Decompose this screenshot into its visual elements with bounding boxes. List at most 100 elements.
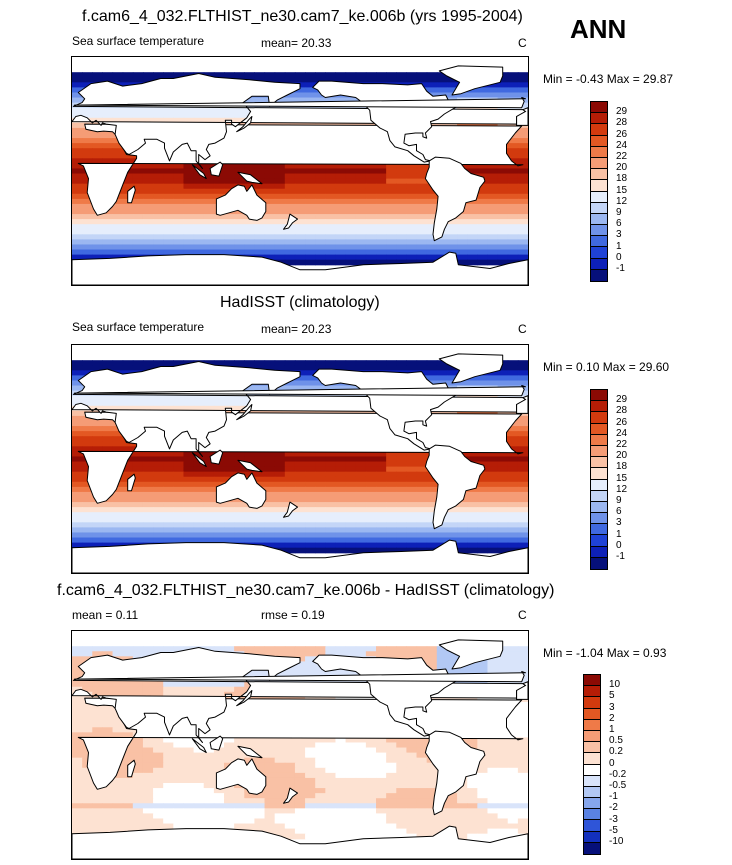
field-cell — [213, 219, 225, 225]
field-cell — [355, 547, 367, 554]
field-cell — [274, 737, 286, 744]
field-cell — [517, 446, 528, 452]
field-cell — [274, 532, 286, 539]
field-cell — [274, 476, 286, 483]
field-cell — [294, 365, 306, 371]
field-cell — [517, 522, 528, 528]
field-cell — [264, 497, 276, 503]
field-cell — [416, 798, 428, 804]
field-cell — [355, 203, 367, 210]
field-cell — [163, 451, 174, 458]
field-cell — [376, 502, 387, 508]
field-cell — [193, 481, 205, 488]
colorbar-cell — [591, 490, 607, 502]
field-cell — [264, 188, 276, 195]
field-cell — [487, 456, 499, 463]
field-cell — [345, 537, 357, 544]
field-cell — [497, 777, 509, 784]
field-cell — [355, 522, 367, 528]
field-cell — [234, 522, 245, 528]
field-cell — [396, 788, 407, 794]
field-cell — [132, 646, 144, 652]
field-cell — [132, 481, 144, 488]
field-cell — [254, 72, 266, 78]
field-cell — [497, 183, 509, 190]
field-cell — [487, 788, 499, 794]
field-cell — [426, 365, 438, 371]
field-cell — [173, 772, 185, 779]
field-cell — [203, 229, 215, 235]
field-cell — [122, 239, 134, 246]
field-cell — [153, 742, 164, 749]
field-cell — [386, 783, 397, 789]
field-cell — [294, 163, 306, 170]
field-cell — [284, 461, 296, 468]
field-cell — [122, 527, 134, 534]
field-cell — [386, 244, 397, 251]
field-cell — [173, 686, 185, 693]
field-cell — [82, 82, 93, 88]
field-cell — [416, 244, 428, 251]
field-cell — [82, 732, 93, 738]
field-cell — [112, 517, 124, 523]
field-cell — [517, 732, 528, 738]
field-cell — [284, 777, 296, 784]
field-cell — [477, 259, 489, 266]
field-cell — [203, 481, 215, 488]
field-cell — [467, 512, 478, 518]
field-cell — [203, 788, 215, 794]
field-cell — [82, 707, 93, 713]
land-polygon — [438, 65, 504, 96]
field-cell — [426, 234, 438, 240]
field-cell — [315, 456, 326, 463]
field-cell — [305, 259, 316, 266]
field-cell — [517, 178, 528, 185]
field-cell — [163, 522, 174, 528]
field-cell — [335, 502, 347, 508]
field-cell — [305, 767, 316, 774]
field-cell — [274, 507, 286, 513]
field-cell — [254, 757, 266, 764]
field-cell — [467, 522, 478, 528]
field-cell — [365, 451, 377, 458]
field-cell — [416, 777, 428, 784]
field-cell — [284, 183, 296, 190]
field-cell — [142, 783, 154, 789]
field-cell — [416, 542, 428, 549]
field-cell — [132, 537, 144, 544]
field-cell — [294, 209, 306, 215]
field-cell — [183, 461, 195, 468]
field-cell — [163, 209, 174, 215]
field-cell — [294, 385, 306, 392]
field-cell — [325, 249, 337, 256]
field-cell — [224, 798, 235, 804]
field-cell — [82, 360, 93, 366]
field-cell — [315, 219, 326, 225]
field-cell — [335, 646, 347, 652]
field-cell — [477, 451, 489, 458]
field-cell — [264, 522, 276, 528]
field-cell — [335, 254, 347, 261]
field-cell — [163, 214, 174, 220]
field-cell — [274, 203, 286, 210]
field-cell — [507, 173, 519, 180]
field-cell — [244, 183, 255, 190]
field-cell — [234, 691, 245, 698]
field-cell — [436, 239, 448, 246]
field-cell — [294, 747, 306, 754]
field-cell — [497, 517, 509, 523]
field-cell — [264, 762, 276, 769]
colorbar-tick-label: 1 — [616, 240, 622, 252]
field-cell — [122, 365, 134, 371]
field-cell — [335, 239, 347, 246]
field-cell — [72, 476, 83, 483]
field-cell — [82, 77, 93, 83]
field-cell — [213, 400, 225, 407]
field-cell — [82, 446, 93, 452]
field-cell — [305, 87, 316, 94]
field-cell — [193, 405, 205, 412]
field-cell — [122, 646, 134, 652]
field-cell — [173, 168, 185, 175]
field-cell — [72, 527, 83, 534]
field-cell — [72, 441, 83, 447]
